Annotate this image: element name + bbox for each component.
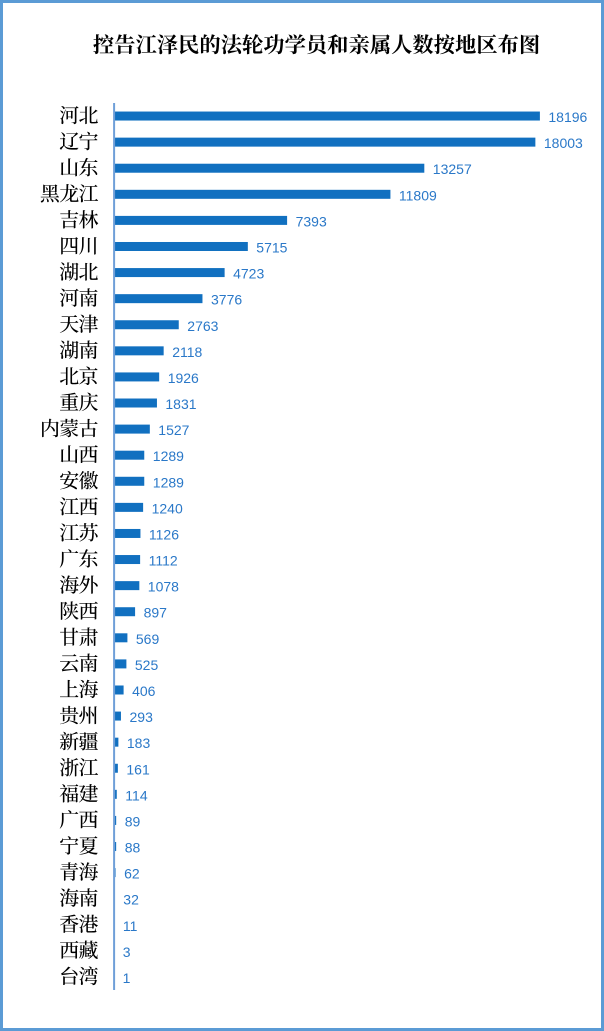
svg-text:1527: 1527 (158, 422, 189, 438)
svg-text:18196: 18196 (548, 109, 587, 125)
svg-text:32: 32 (123, 892, 139, 908)
svg-text:13257: 13257 (433, 161, 472, 177)
svg-text:89: 89 (125, 813, 141, 829)
svg-text:1926: 1926 (168, 370, 199, 386)
svg-text:161: 161 (126, 761, 150, 777)
svg-text:569: 569 (136, 631, 160, 647)
svg-text:11: 11 (123, 918, 138, 934)
svg-text:3: 3 (123, 944, 131, 960)
svg-text:1831: 1831 (165, 396, 196, 412)
svg-text:1289: 1289 (153, 448, 184, 464)
svg-text:293: 293 (130, 709, 154, 725)
svg-text:7393: 7393 (296, 213, 327, 229)
svg-text:11809: 11809 (399, 187, 437, 203)
svg-text:1112: 1112 (149, 553, 178, 569)
svg-text:1240: 1240 (152, 500, 183, 516)
svg-text:88: 88 (125, 840, 141, 856)
svg-text:114: 114 (125, 787, 148, 803)
svg-text:406: 406 (132, 683, 156, 699)
svg-text:62: 62 (124, 866, 140, 882)
svg-text:1126: 1126 (149, 526, 179, 542)
svg-text:897: 897 (144, 605, 168, 621)
svg-text:18003: 18003 (544, 135, 583, 151)
svg-text:5715: 5715 (256, 239, 287, 255)
svg-text:1289: 1289 (153, 474, 184, 490)
svg-text:1: 1 (123, 970, 131, 986)
svg-text:2118: 2118 (172, 344, 202, 360)
svg-text:183: 183 (127, 735, 151, 751)
svg-text:4723: 4723 (233, 266, 264, 282)
svg-text:3776: 3776 (211, 292, 242, 308)
svg-text:525: 525 (135, 657, 159, 673)
svg-text:2763: 2763 (187, 318, 218, 334)
svg-text:1078: 1078 (148, 579, 179, 595)
